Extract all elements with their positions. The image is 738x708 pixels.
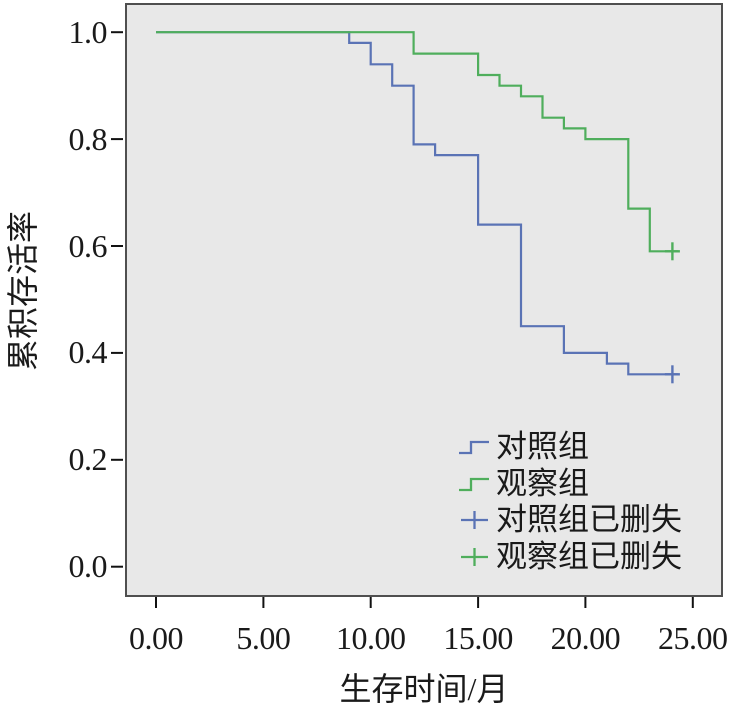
y-tick-label: 0.0 <box>68 548 108 585</box>
y-axis-title: 累积存活率 <box>0 211 44 371</box>
legend-label: 观察组 <box>496 465 589 501</box>
observation-group-curve <box>156 31 678 253</box>
y-axis-title-text: 累积存活率 <box>5 210 41 372</box>
step-line-icon <box>459 478 489 492</box>
step-line-icon <box>459 441 489 455</box>
legend-item-3: 观察组已删失 <box>458 538 682 575</box>
plus-censor-icon <box>461 510 488 529</box>
legend-item-0: 对照组 <box>458 428 682 465</box>
y-tick-label: 0.2 <box>68 441 108 478</box>
legend-item-1: 观察组 <box>458 465 682 502</box>
y-tick-label: 0.6 <box>68 227 108 264</box>
plus-censor-icon <box>461 547 488 566</box>
x-axis-title-text: 生存时间/月 <box>339 671 509 707</box>
x-tick-label: 25.00 <box>658 620 728 656</box>
plot-area <box>125 3 723 597</box>
legend-label: 对照组 <box>496 428 589 464</box>
y-tick-label: 0.4 <box>68 334 108 371</box>
x-tick-label: 5.00 <box>236 620 291 656</box>
x-tick-label: 20.00 <box>550 620 621 656</box>
x-tick-label: 10.00 <box>335 620 406 656</box>
y-tick-label: 1.0 <box>68 13 108 50</box>
y-tick-label: 0.8 <box>68 120 108 157</box>
x-tick-label: 15.00 <box>443 620 513 656</box>
legend-item-2: 对照组已删失 <box>458 502 682 539</box>
x-tick-label: 0.00 <box>129 620 184 656</box>
control-group-curve <box>156 31 678 376</box>
legend: 对照组 观察组 对照组已删失 观察组已删失 <box>458 428 682 575</box>
x-axis-title: 生存时间/月 <box>340 664 509 708</box>
legend-label: 对照组已删失 <box>496 502 682 538</box>
legend-label: 观察组已删失 <box>496 539 682 575</box>
